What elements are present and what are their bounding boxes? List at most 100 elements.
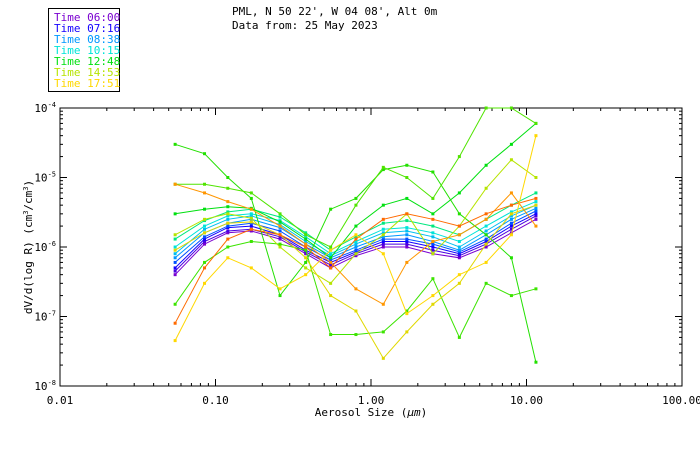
- data-point: [354, 309, 358, 313]
- data-point: [431, 217, 435, 221]
- data-point: [226, 210, 230, 214]
- data-point: [173, 266, 177, 270]
- data-point: [534, 134, 538, 138]
- data-point: [431, 196, 435, 200]
- data-point: [381, 252, 385, 256]
- y-tick-base: 10: [34, 311, 47, 324]
- legend-entry: Time 07:16: [54, 22, 121, 35]
- y-tick-label: 10-4: [34, 101, 56, 115]
- data-point: [431, 242, 435, 246]
- data-point: [405, 309, 409, 313]
- data-point: [203, 182, 207, 186]
- data-point: [226, 224, 230, 228]
- data-point: [354, 237, 358, 241]
- data-point: [278, 245, 282, 249]
- data-point: [484, 212, 488, 216]
- data-point: [304, 239, 308, 243]
- data-point: [304, 237, 308, 241]
- data-point: [431, 277, 435, 281]
- data-point: [203, 281, 207, 285]
- data-point: [173, 256, 177, 260]
- y-tick-base: 10: [34, 380, 47, 393]
- data-point: [405, 242, 409, 246]
- data-point: [173, 233, 177, 237]
- data-point: [405, 237, 409, 241]
- data-point: [484, 260, 488, 264]
- plot-frame: [59, 107, 683, 387]
- data-point: [405, 233, 409, 237]
- data-point: [329, 294, 333, 298]
- data-point: [381, 237, 385, 241]
- data-point: [354, 224, 358, 228]
- data-point: [457, 335, 461, 339]
- data-point: [381, 239, 385, 243]
- data-point: [249, 212, 253, 216]
- data-point: [249, 220, 253, 224]
- y-axis-label: dV/d(log R) (cm3/cm3): [22, 180, 35, 314]
- x-axis: 0.01 0.10 1.00 10.00 100.00: [47, 108, 700, 407]
- y-tick-label: 10-5: [34, 171, 56, 185]
- data-point: [173, 212, 177, 216]
- data-point: [534, 121, 538, 125]
- data-point: [329, 256, 333, 260]
- data-point: [249, 227, 253, 231]
- data-point: [457, 245, 461, 249]
- data-point: [457, 250, 461, 254]
- data-point: [457, 281, 461, 285]
- data-point: [249, 207, 253, 211]
- data-point: [249, 239, 253, 243]
- data-point: [405, 330, 409, 334]
- data-point: [278, 233, 282, 237]
- data-point: [381, 235, 385, 239]
- data-point: [509, 142, 513, 146]
- data-point: [509, 106, 513, 110]
- data-point: [304, 245, 308, 249]
- series-1420: [173, 239, 538, 339]
- data-point: [304, 242, 308, 246]
- data-point: [381, 227, 385, 231]
- data-point: [381, 242, 385, 246]
- data-point: [278, 226, 282, 230]
- data-point: [278, 287, 282, 291]
- data-point: [405, 212, 409, 216]
- data-point: [226, 176, 230, 179]
- data-point: [329, 263, 333, 267]
- data-point: [534, 200, 538, 204]
- data-point: [329, 252, 333, 256]
- data-point: [173, 260, 177, 264]
- data-point: [173, 252, 177, 256]
- data-point: [484, 224, 488, 228]
- data-point: [173, 182, 177, 186]
- data-point: [354, 235, 358, 239]
- data-point: [278, 215, 282, 219]
- date-label: Data from: 25 May 2023: [232, 19, 378, 32]
- data-point: [173, 339, 177, 343]
- data-point: [354, 250, 358, 254]
- data-point: [304, 248, 308, 252]
- data-point: [173, 245, 177, 249]
- data-point: [173, 269, 177, 273]
- data-point: [484, 239, 488, 243]
- y-tick-label: 10-8: [34, 379, 56, 393]
- data-point: [173, 273, 177, 277]
- data-point: [405, 196, 409, 200]
- y-tick-label: 10-6: [34, 240, 56, 254]
- data-point: [226, 221, 230, 225]
- data-point: [226, 212, 230, 216]
- y-axis: 10-810-710-610-510-4: [34, 101, 682, 393]
- data-point: [226, 229, 230, 233]
- data-point: [509, 191, 513, 195]
- data-point: [329, 266, 333, 270]
- data-point: [534, 212, 538, 216]
- data-point: [534, 209, 538, 213]
- data-point: [304, 266, 308, 270]
- data-point: [484, 106, 488, 110]
- data-point: [249, 224, 253, 228]
- data-point: [354, 254, 358, 258]
- data-point: [509, 224, 513, 228]
- data-point: [381, 217, 385, 221]
- data-point: [381, 233, 385, 237]
- data-point: [226, 205, 230, 209]
- y-tick-base: 10: [34, 241, 47, 254]
- data-point: [484, 245, 488, 249]
